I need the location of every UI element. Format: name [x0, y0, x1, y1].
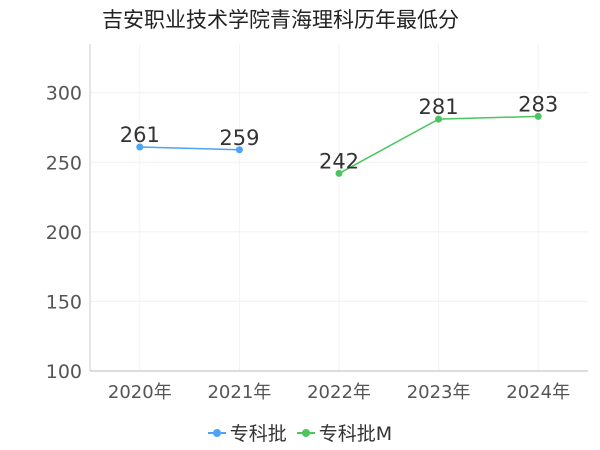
- data-label: 259: [219, 126, 259, 150]
- legend-label-series-2: 专科批M: [318, 423, 393, 445]
- legend-marker-series-2: [296, 426, 315, 440]
- y-tick-label: 250: [46, 152, 82, 174]
- data-point: [435, 115, 443, 123]
- y-tick-label: 100: [46, 361, 82, 383]
- x-tick-label: 2022年: [307, 382, 371, 403]
- legend-item-series-2[interactable]: 专科批M: [296, 419, 393, 446]
- chart-title: 吉安职业技术学院青海理科历年最低分: [102, 8, 459, 32]
- data-label: 281: [419, 95, 459, 119]
- x-tick-label: 2023年: [407, 382, 471, 403]
- data-label: 242: [319, 149, 359, 173]
- series-line-1: [139, 146, 240, 151]
- legend-marker-series-1: [207, 426, 226, 440]
- data-point: [534, 112, 542, 120]
- x-tick-label: 2021年: [207, 382, 271, 403]
- data-point: [335, 169, 343, 177]
- data-point: [235, 146, 243, 154]
- x-tick-label: 2020年: [108, 382, 172, 403]
- x-tick-label: 2024年: [506, 382, 570, 403]
- y-tick-label: 200: [46, 222, 82, 244]
- legend-item-series-1[interactable]: 专科批: [207, 419, 287, 446]
- y-tick-label: 150: [46, 291, 82, 313]
- data-point: [136, 143, 144, 151]
- data-label: 261: [120, 123, 160, 147]
- y-tick-label: 300: [46, 83, 82, 105]
- chart-legend: 专科批 专科批M: [0, 419, 600, 446]
- legend-label-series-1: 专科批: [229, 423, 287, 445]
- data-label: 283: [518, 92, 558, 116]
